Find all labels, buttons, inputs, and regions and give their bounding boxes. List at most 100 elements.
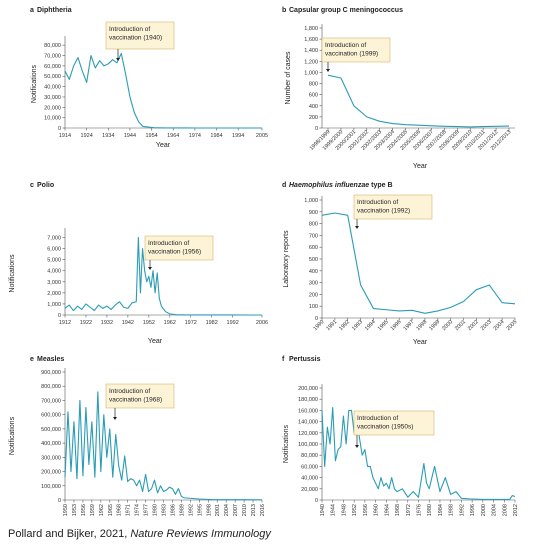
panel: 0 10,000 20,000 30,000 40,000 50,000 60,000 70,… bbox=[30, 7, 268, 149]
x-tick-label: 2006 bbox=[256, 320, 268, 326]
x-tick-label: 1968 bbox=[117, 504, 123, 516]
panel-letter: b bbox=[282, 7, 286, 14]
x-tick-label: 1956 bbox=[363, 504, 369, 516]
x-tick-label: 1974 bbox=[135, 504, 141, 516]
x-tick-label: 1962 bbox=[164, 320, 176, 326]
x-tick-label: 2004 bbox=[224, 504, 230, 516]
y-tick-label: 30,000 bbox=[44, 95, 61, 101]
y-axis-label: Laboratory reports bbox=[283, 230, 290, 288]
x-tick-label: 1954 bbox=[145, 133, 157, 139]
x-tick-label: 1984 bbox=[210, 133, 222, 139]
x-tick-label: 1956 bbox=[81, 504, 87, 516]
data-line bbox=[64, 236, 263, 316]
y-tick-label: 0 bbox=[58, 126, 61, 132]
x-tick-label: 1953 bbox=[72, 504, 78, 516]
y-tick-label: 0 bbox=[58, 313, 61, 319]
x-tick-label: 1942 bbox=[122, 320, 134, 326]
x-tick-label: 1940 bbox=[320, 504, 326, 516]
x-tick-label: 1980 bbox=[427, 504, 433, 516]
data-line bbox=[64, 52, 262, 129]
y-tick-label: 60,000 bbox=[44, 64, 61, 70]
annotation-arrowhead bbox=[355, 445, 359, 448]
x-tick-label: 1976 bbox=[417, 504, 423, 516]
y-tick-label: 1,800 bbox=[304, 26, 318, 32]
x-tick-label: 1998 bbox=[206, 504, 212, 516]
data-line bbox=[321, 212, 516, 314]
annotation-text: vaccination (1968) bbox=[109, 397, 162, 404]
x-tick-label: 1974 bbox=[189, 133, 201, 139]
x-tick-label: 1959 bbox=[90, 504, 96, 516]
x-tick-label: 2013 bbox=[251, 504, 257, 516]
x-tick-label: 1982 bbox=[206, 320, 218, 326]
y-tick-label: 400 bbox=[309, 104, 318, 110]
y-axis-label: Notifications bbox=[9, 416, 16, 455]
x-tick-label: 1980 bbox=[153, 504, 159, 516]
y-tick-label: 1,000 bbox=[304, 198, 318, 204]
data-line bbox=[327, 74, 510, 128]
y-axis-label: Notifications bbox=[31, 64, 38, 103]
x-tick-label: 1972 bbox=[185, 320, 197, 326]
y-tick-label: 70,000 bbox=[44, 54, 61, 60]
x-tick-label: 1952 bbox=[352, 504, 358, 516]
y-tick-label: 100 bbox=[309, 304, 318, 310]
panel: 02004006008001,0001,2001,4001,6001,80019… bbox=[282, 7, 515, 170]
x-tick-label: 2012 bbox=[513, 504, 519, 516]
data-line bbox=[321, 407, 516, 500]
caption-journal: Nature Reviews Immunology bbox=[130, 528, 272, 540]
x-tick-label: 1952 bbox=[143, 320, 155, 326]
x-tick-label: 1977 bbox=[144, 504, 150, 516]
y-tick-label: 120,000 bbox=[298, 431, 318, 437]
panel-letter: f bbox=[282, 356, 285, 363]
y-tick-label: 800 bbox=[309, 82, 318, 88]
annotation-arrowhead bbox=[116, 58, 120, 61]
y-tick-label: 500,000 bbox=[41, 427, 61, 433]
x-tick-label: 1924 bbox=[81, 133, 93, 139]
x-tick-label: 2008 bbox=[502, 504, 508, 516]
x-tick-label: 1968 bbox=[395, 504, 401, 516]
x-tick-label: 1934 bbox=[102, 133, 114, 139]
x-tick-label: 1986 bbox=[170, 504, 176, 516]
y-tick-label: 20,000 bbox=[44, 105, 61, 111]
x-tick-label: 1964 bbox=[384, 504, 390, 516]
x-tick-label: 2004 bbox=[492, 504, 498, 516]
annotation-text: vaccination (1956) bbox=[148, 249, 201, 256]
panel-title: Polio bbox=[37, 182, 54, 189]
x-tick-label: 1944 bbox=[124, 133, 136, 139]
y-tick-label: 200 bbox=[309, 292, 318, 298]
x-tick-label: 2003 bbox=[480, 319, 493, 332]
panel-letter: e bbox=[30, 356, 34, 363]
annotation-text: Introduction of bbox=[109, 26, 150, 33]
panel-title-italic: Haemophilus influenzae bbox=[289, 182, 369, 189]
x-axis-label: Year bbox=[148, 338, 163, 345]
annotation-text: Introduction of bbox=[357, 199, 398, 206]
caption: Pollard and Bijker, 2021, Nature Reviews… bbox=[8, 528, 272, 540]
panel-title-rest: type B bbox=[371, 182, 392, 189]
x-tick-label: 2004 bbox=[493, 319, 506, 332]
annotation-box bbox=[144, 235, 214, 261]
y-tick-label: 500 bbox=[309, 257, 318, 263]
panel-title: Pertussis bbox=[289, 356, 321, 363]
y-tick-label: 800 bbox=[309, 222, 318, 228]
y-tick-label: 1,200 bbox=[304, 59, 318, 65]
x-axis-label: Year bbox=[413, 339, 428, 346]
y-tick-label: 200,000 bbox=[41, 470, 61, 476]
x-tick-label: 1994 bbox=[232, 133, 244, 139]
y-tick-label: 400 bbox=[309, 269, 318, 275]
x-tick-label: 1992 bbox=[227, 320, 239, 326]
caption-text: Pollard and Bijker, 2021, bbox=[8, 528, 130, 540]
annotation-text: vaccination (1950s) bbox=[357, 424, 413, 431]
x-tick-label: 1996 bbox=[470, 504, 476, 516]
y-tick-label: 600,000 bbox=[41, 413, 61, 419]
annotation-arrowhead bbox=[113, 417, 117, 420]
y-tick-label: 800,000 bbox=[41, 384, 61, 390]
y-tick-label: 1,000 bbox=[47, 302, 61, 308]
panel: 0 1,000 2,000 3,000 4,000 5,000 6,000 7,000 1912… bbox=[9, 182, 268, 345]
x-tick-label: 1971 bbox=[126, 504, 132, 516]
y-tick-label: 20,000 bbox=[301, 487, 318, 493]
y-tick-label: 80,000 bbox=[44, 43, 61, 49]
y-axis-label: Notifications bbox=[9, 254, 16, 293]
panel-letter: a bbox=[30, 7, 34, 14]
y-tick-label: 600 bbox=[309, 245, 318, 251]
x-tick-label: 1912 bbox=[59, 320, 71, 326]
x-tick-label: 2005 bbox=[256, 133, 268, 139]
